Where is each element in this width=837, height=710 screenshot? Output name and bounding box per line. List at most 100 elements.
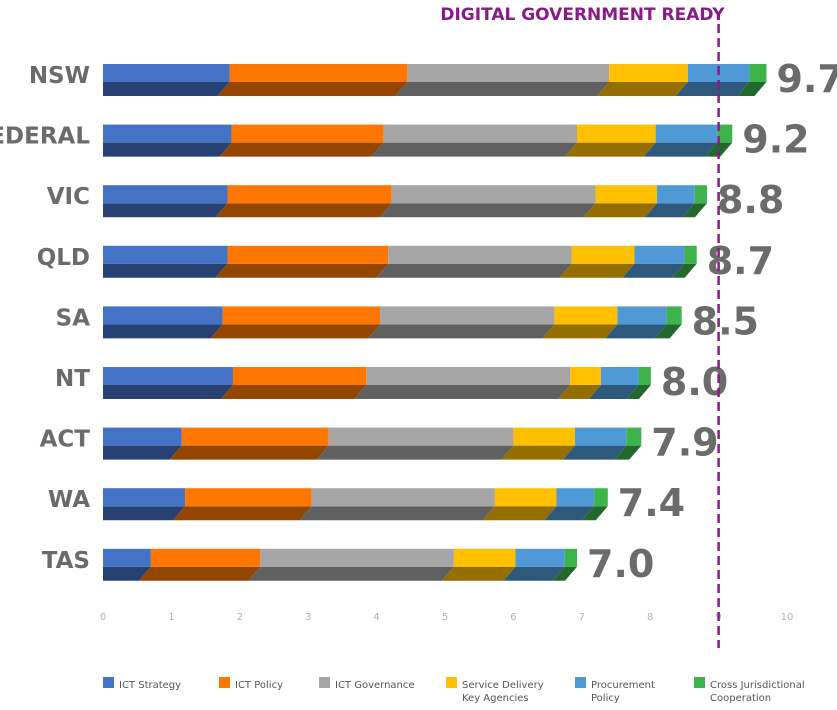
legend-item-ict-strategy: ICT Strategy [103, 677, 181, 691]
x-tick-label-1: 1 [168, 612, 174, 623]
bar-segment-nsw-cross-jurisdictional-cooperation [749, 64, 767, 82]
bar-segment-sa-ict-strategy [103, 306, 223, 325]
bar-segment-act-cross-jurisdictional-cooperation [626, 427, 642, 446]
bar-shadow-act-cross-jurisdictional-cooperation [614, 445, 642, 460]
bar-segment-wa-ict-policy [185, 488, 312, 507]
bar-shadow-nsw-ict-strategy [103, 82, 230, 96]
bar-segment-tas-ict-strategy [103, 548, 151, 567]
bar-shadow-wa-ict-policy [173, 506, 312, 521]
category-label-federal: FEDERAL [0, 124, 90, 150]
bar-segment-vic-service-delivery-key-agencies [595, 185, 658, 204]
legend-item-cross-jurisdictional-cooperation: Cross Jurisdictional Cooperation [694, 677, 805, 704]
bar-segment-qld-ict-governance [388, 245, 572, 264]
bar-shadow-wa-cross-jurisdictional-cooperation [582, 506, 608, 521]
bar-shadow-tas-cross-jurisdictional-cooperation [552, 566, 578, 581]
bar-shadow-nt-procurement-policy [588, 385, 639, 399]
bar-segment-tas-cross-jurisdictional-cooperation [564, 548, 578, 567]
legend-item-procurement-policy: Procurement Policy [575, 677, 655, 704]
bar-vic [103, 185, 707, 218]
bar-segment-vic-ict-governance [391, 185, 596, 204]
bar-shadow-vic-ict-policy [215, 203, 392, 218]
bar-segment-wa-ict-strategy [103, 488, 186, 507]
legend-label-ict-policy-0: ICT Policy [235, 680, 283, 691]
bar-shadow-nt-service-delivery-key-agencies [558, 385, 601, 399]
bar-shadow-wa-ict-strategy [103, 506, 186, 521]
x-tick-label-8: 8 [647, 612, 653, 623]
legend: ICT Strategy ICT Policy ICT Governance Serv… [103, 677, 805, 704]
bar-shadow-federal-procurement-policy [643, 142, 718, 157]
bar-federal [103, 124, 733, 157]
bar-nt [103, 367, 651, 399]
bar-shadow-tas-ict-strategy [103, 566, 151, 581]
bar-segment-vic-procurement-policy [657, 185, 695, 204]
bar-act [103, 427, 642, 460]
bar-sa [103, 306, 682, 339]
bar-shadow-nsw-procurement-policy [675, 82, 750, 96]
bar-segment-act-ict-strategy [103, 427, 182, 446]
category-label-qld: QLD [37, 245, 90, 271]
bar-shadow-sa-ict-policy [210, 324, 381, 339]
bar-segment-wa-cross-jurisdictional-cooperation [594, 488, 608, 507]
legend-item-service-delivery-key-agencies: Service Delivery Key Agencies [446, 677, 544, 704]
bar-segment-qld-procurement-policy [634, 245, 685, 264]
bar-segment-tas-procurement-policy [515, 548, 565, 567]
bar-shadow-nt-cross-jurisdictional-cooperation [626, 385, 651, 399]
bar-shadow-act-service-delivery-key-agencies [501, 445, 575, 460]
bar-segment-sa-procurement-policy [617, 306, 667, 325]
legend-item-ict-governance: ICT Governance [319, 677, 415, 691]
x-tick-label-2: 2 [237, 612, 243, 623]
bar-segment-tas-ict-governance [260, 548, 454, 567]
legend-swatch-cross-jurisdictional-cooperation [694, 677, 705, 688]
bar-segment-federal-ict-strategy [103, 124, 232, 143]
bar-segment-nt-ict-governance [366, 367, 571, 385]
category-label-nt: NT [55, 366, 90, 392]
bar-shadow-qld-ict-policy [215, 263, 389, 278]
x-tick-label-7: 7 [579, 612, 585, 623]
bar-shadow-vic-procurement-policy [645, 203, 695, 218]
bar-shadow-federal-ict-strategy [103, 142, 232, 157]
bar-segment-act-service-delivery-key-agencies [513, 427, 575, 446]
bar-segment-vic-ict-strategy [103, 185, 228, 204]
category-label-vic: VIC [47, 184, 90, 210]
bar-segment-wa-procurement-policy [556, 488, 595, 507]
legend-label-ict-strategy-0: ICT Strategy [119, 680, 181, 691]
bar-segment-sa-ict-policy [222, 306, 381, 325]
bar-shadow-vic-ict-strategy [103, 203, 228, 218]
category-label-nsw: NSW [29, 63, 90, 89]
x-tick-label-6: 6 [510, 612, 516, 623]
bar-shadow-wa-ict-governance [299, 506, 495, 521]
x-tick-label-10: 10 [781, 612, 794, 623]
bar-shadow-nt-ict-strategy [103, 385, 233, 399]
bar-segment-vic-ict-policy [227, 185, 392, 204]
legend-label-cross-jurisdictional-cooperation-0: Cross Jurisdictional [710, 680, 805, 691]
legend-label-procurement-policy-1: Policy [591, 693, 620, 704]
x-tick-label-4: 4 [373, 612, 379, 623]
bar-segment-nt-ict-strategy [103, 367, 233, 385]
x-tick-label-5: 5 [442, 612, 448, 623]
total-label-tas: 7.0 [587, 542, 654, 586]
bar-qld [103, 245, 697, 278]
bar-shadow-tas-service-delivery-key-agencies [441, 566, 516, 581]
bar-segment-act-procurement-policy [574, 427, 627, 446]
bar-segment-nsw-ict-policy [229, 64, 408, 82]
category-labels: NSW FEDERAL VIC QLD SA NT ACT WA TAS [0, 63, 90, 574]
x-axis: 012345678910 [100, 612, 794, 623]
total-label-sa: 8.5 [692, 299, 759, 343]
bar-segment-federal-service-delivery-key-agencies [577, 124, 656, 143]
x-tick-label-0: 0 [100, 612, 106, 623]
bar-segment-federal-procurement-policy [655, 124, 718, 143]
bar-shadow-federal-ict-policy [219, 142, 384, 157]
bar-tas [103, 548, 578, 581]
bar-shadow-nt-ict-governance [354, 385, 571, 399]
total-label-wa: 7.4 [618, 481, 685, 525]
bar-segment-qld-service-delivery-key-agencies [571, 245, 635, 264]
bar-shadow-tas-ict-governance [248, 566, 454, 581]
legend-label-procurement-policy-0: Procurement [591, 680, 655, 691]
bar-segment-nt-service-delivery-key-agencies [570, 367, 601, 385]
x-tick-label-3: 3 [305, 612, 311, 623]
bar-shadow-vic-ict-governance [379, 203, 596, 218]
bar-shadow-wa-service-delivery-key-agencies [482, 506, 557, 521]
bar-shadow-vic-service-delivery-key-agencies [583, 203, 658, 218]
total-label-act: 7.9 [651, 421, 718, 465]
bar-shadow-sa-cross-jurisdictional-cooperation [654, 324, 682, 339]
